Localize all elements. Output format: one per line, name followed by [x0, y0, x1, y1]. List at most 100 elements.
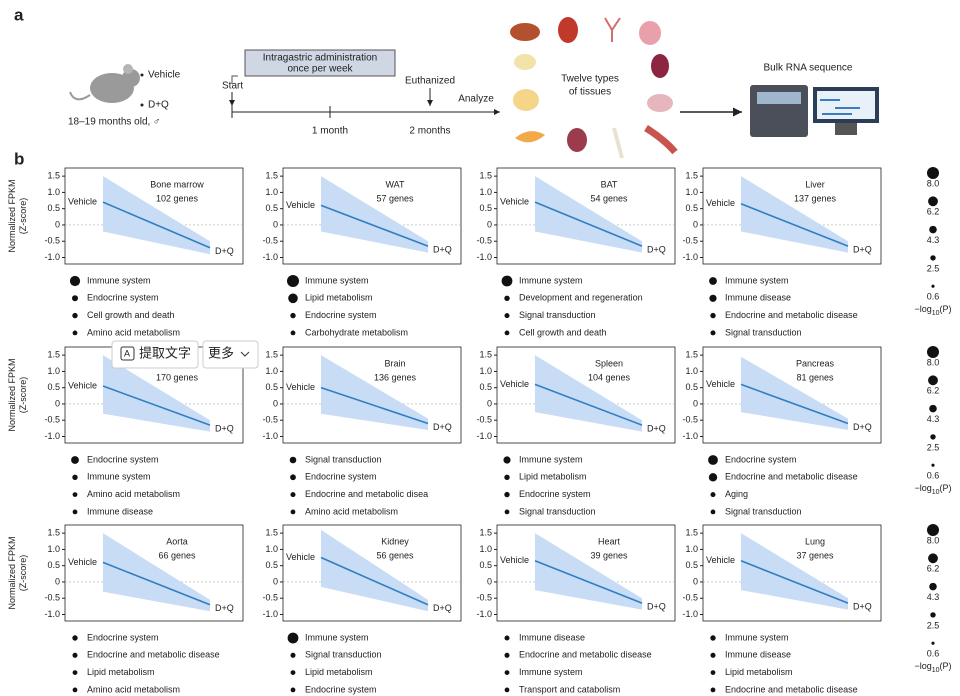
group-label: Vehicle	[500, 379, 529, 389]
confidence-band	[321, 529, 428, 612]
pathway-dot	[504, 652, 510, 658]
confidence-band	[741, 176, 848, 253]
legend-dot	[928, 553, 938, 564]
y-tick-label: -0.5	[476, 415, 492, 425]
legend-title-sub: 10	[932, 310, 940, 317]
y-tick-label: -1.0	[476, 609, 492, 619]
y-tick-label: 1.5	[47, 350, 60, 360]
confidence-band	[535, 176, 642, 253]
group-label: D+Q	[853, 422, 872, 432]
pathway-dot	[72, 670, 78, 675]
pathway-name: Immune system	[87, 472, 151, 482]
pathway-name: Carbohydrate metabolism	[305, 327, 408, 337]
tissues-label: of tissues	[569, 87, 611, 98]
pathway-name: Immune system	[305, 275, 369, 285]
pathway-dot	[708, 455, 718, 465]
gene-count: 136 genes	[374, 372, 417, 382]
group-label: D+Q	[215, 603, 234, 613]
y-tick-label: 0.5	[265, 203, 278, 213]
extract-label[interactable]: 提取文字	[139, 345, 191, 360]
y-tick-label: 1.5	[265, 528, 278, 538]
plot-frame	[64, 524, 244, 622]
y-tick-label: 1.5	[265, 171, 278, 181]
y-tick-label: 1.0	[265, 187, 278, 197]
more-label[interactable]: 更多	[208, 345, 234, 360]
pathway-name: Cell growth and death	[87, 310, 175, 320]
legend-label: 8.0	[927, 178, 940, 188]
pathway-name: Endocrine system	[305, 472, 377, 482]
y-tick-label: 1.0	[479, 544, 492, 554]
y-tick-label: 0	[487, 576, 492, 586]
legend-label: 2.5	[927, 263, 940, 273]
legend-title-part: −log	[914, 304, 931, 314]
group-label: Vehicle	[706, 379, 735, 389]
pathway-name: Endocrine system	[87, 293, 159, 303]
pathway-dot	[710, 492, 716, 498]
pathway-name: Lipid metabolism	[725, 667, 793, 677]
pathway-name: Immune system	[725, 275, 789, 285]
plot-frame	[496, 167, 676, 265]
legend-dot	[930, 434, 936, 440]
y-tick-label: 0	[55, 576, 60, 586]
gene-count: 66 genes	[158, 550, 196, 560]
plot-frame	[282, 346, 462, 444]
gene-count: 81 genes	[796, 372, 834, 382]
confidence-band	[741, 533, 848, 610]
gene-count: 137 genes	[794, 193, 837, 203]
plot-frame	[496, 524, 676, 622]
y-tick-label: 1.5	[479, 171, 492, 181]
y-tick-label: 1.5	[479, 350, 492, 360]
y-tick-label: -1.0	[44, 252, 60, 262]
y-tick-label: -0.5	[476, 236, 492, 246]
pathway-dot	[504, 491, 510, 498]
group-label: Vehicle	[500, 197, 529, 207]
legend-title-sub: 10	[932, 667, 940, 674]
mouse-icon	[69, 64, 140, 103]
y-tick-label: -1.0	[262, 609, 278, 619]
y-axis-label-line: (Z-score)	[18, 377, 28, 414]
group-label: Vehicle	[68, 557, 97, 567]
pathway-name: Immune system	[519, 454, 583, 464]
legend-dot	[927, 167, 939, 179]
sequencing-label: Bulk RNA sequence	[764, 63, 853, 74]
tissue-icons	[510, 17, 678, 159]
pathway-name: Endocrine and metabolic disease	[725, 684, 858, 694]
analyze-label: Analyze	[458, 94, 494, 105]
panel-label: b	[14, 149, 24, 168]
pathway-dot	[290, 687, 296, 693]
y-tick-label: -1.0	[476, 252, 492, 262]
y-tick-label: 0	[487, 219, 492, 229]
pathway-name: Immune disease	[725, 650, 791, 660]
pathway-name: Endocrine and metabolic disease	[87, 650, 220, 660]
more-button[interactable]	[202, 340, 259, 369]
legend-dot	[928, 196, 938, 207]
trend-line	[534, 201, 643, 247]
pathway-dot	[72, 687, 78, 693]
y-tick-label: 0	[273, 576, 278, 586]
y-tick-label: -1.0	[682, 431, 698, 441]
plot-frame	[702, 524, 882, 622]
pathway-name: Endocrine system	[519, 489, 591, 499]
pathway-name: Lipid metabolism	[305, 667, 373, 677]
confidence-band	[321, 355, 428, 430]
time-label: 2 months	[409, 126, 450, 137]
pathway-dot	[504, 330, 510, 336]
y-axis-label-line: Normalized FPKM	[7, 358, 17, 431]
pathway-dot	[504, 670, 510, 675]
legend-label: 6.2	[927, 207, 940, 217]
ocr-popup[interactable]: A 提取文字 更多	[111, 340, 259, 369]
legend-label: 6.2	[927, 564, 940, 574]
group-label: Vehicle	[286, 552, 315, 562]
legend-label: 4.3	[927, 235, 940, 245]
pathway-dot	[503, 456, 511, 464]
pathway-name: Amino acid metabolism	[305, 506, 398, 516]
y-tick-label: 1.5	[47, 528, 60, 538]
pathway-name: Immune disease	[519, 632, 585, 642]
legend-dot	[927, 346, 939, 358]
group-label: Vehicle	[706, 555, 735, 565]
pathway-dot	[710, 509, 716, 515]
legend-title-part: (P)	[940, 661, 952, 671]
pathway-dot	[504, 635, 510, 641]
y-tick-label: -1.0	[262, 431, 278, 441]
legend-dot	[929, 404, 937, 413]
